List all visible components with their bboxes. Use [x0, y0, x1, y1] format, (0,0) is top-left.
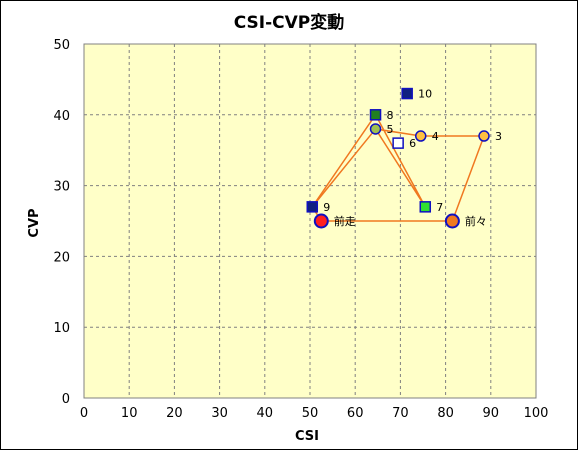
x-tick-label: 10 — [121, 406, 138, 421]
point-label: 7 — [436, 201, 443, 214]
x-tick-label: 30 — [211, 406, 228, 421]
point-labels: 前走 前々 3 4 5 6 7 8 9 10 — [323, 88, 502, 228]
data-point-square — [419, 201, 432, 213]
y-tick-label: 50 — [53, 38, 70, 53]
series-segment — [311, 128, 377, 208]
data-point-square — [306, 201, 319, 213]
y-axis-title: CVP — [27, 208, 42, 237]
data-point-square — [401, 87, 413, 100]
y-tick-label: 10 — [53, 321, 70, 336]
x-tick-label: 50 — [302, 406, 319, 421]
x-tick-label: 0 — [80, 406, 88, 421]
point-label: 3 — [495, 130, 502, 143]
data-points — [306, 87, 490, 229]
chart-title: CSI-CVP変動 — [234, 12, 345, 33]
point-label: 10 — [418, 88, 432, 101]
point-label: 5 — [387, 123, 394, 136]
point-label: 8 — [387, 109, 394, 122]
point-label: 6 — [409, 137, 416, 150]
data-point-square — [392, 137, 404, 149]
point-label: 前々 — [465, 214, 487, 228]
x-tick-label: 40 — [257, 406, 274, 421]
axes: 0 10 20 30 40 50 60 70 80 90 100 0 10 20 30 40 50 — [53, 38, 548, 421]
data-point-square — [369, 109, 382, 121]
data-point-circle — [478, 130, 490, 142]
x-tick-label: 90 — [483, 406, 500, 421]
x-tick-label: 70 — [392, 406, 409, 421]
data-point-circle — [369, 123, 382, 135]
x-tick-label: 100 — [524, 406, 549, 421]
point-label: 9 — [323, 201, 330, 214]
point-label: 4 — [432, 130, 439, 143]
x-tick-label: 20 — [166, 406, 183, 421]
y-tick-label: 40 — [53, 109, 70, 124]
y-tick-label: 30 — [53, 180, 70, 195]
y-tick-label: 0 — [62, 392, 70, 407]
data-point-circle — [444, 213, 460, 229]
y-tick-label: 20 — [53, 250, 70, 265]
x-tick-label: 80 — [437, 406, 454, 421]
x-axis-title: CSI — [295, 429, 319, 444]
point-label: 前走 — [334, 214, 356, 228]
data-point-circle — [313, 213, 329, 229]
data-point-circle — [414, 130, 427, 142]
x-tick-label: 60 — [347, 406, 364, 421]
